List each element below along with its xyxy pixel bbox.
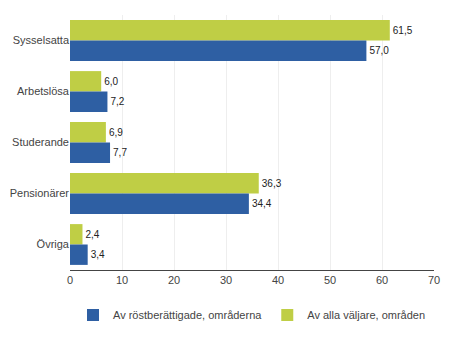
svg-text:60: 60	[376, 274, 388, 286]
svg-text:6,0: 6,0	[104, 76, 118, 87]
svg-text:50: 50	[324, 274, 336, 286]
svg-text:7,2: 7,2	[110, 96, 124, 107]
svg-text:70: 70	[428, 274, 440, 286]
svg-text:34,4: 34,4	[252, 198, 272, 209]
svg-text:Övriga: Övriga	[37, 238, 70, 250]
svg-text:40: 40	[272, 274, 284, 286]
svg-text:6,9: 6,9	[109, 127, 123, 138]
svg-text:7,7: 7,7	[113, 147, 127, 158]
svg-text:Pensionärer: Pensionärer	[10, 187, 70, 199]
svg-text:2,4: 2,4	[85, 229, 99, 240]
svg-text:Sysselsatta: Sysselsatta	[13, 34, 70, 46]
svg-text:10: 10	[116, 274, 128, 286]
svg-text:20: 20	[168, 274, 180, 286]
svg-text:Av alla väljare, områden: Av alla väljare, områden	[307, 309, 425, 321]
svg-text:3,4: 3,4	[91, 249, 105, 260]
svg-text:Av röstberättigade, områderna: Av röstberättigade, områderna	[113, 309, 262, 321]
svg-text:36,3: 36,3	[262, 178, 282, 189]
svg-text:Studerande: Studerande	[12, 136, 69, 148]
svg-text:61,5: 61,5	[393, 25, 413, 36]
svg-text:57,0: 57,0	[369, 45, 389, 56]
svg-text:0: 0	[67, 274, 73, 286]
svg-text:Arbetslösa: Arbetslösa	[17, 85, 70, 97]
svg-text:30: 30	[220, 274, 232, 286]
